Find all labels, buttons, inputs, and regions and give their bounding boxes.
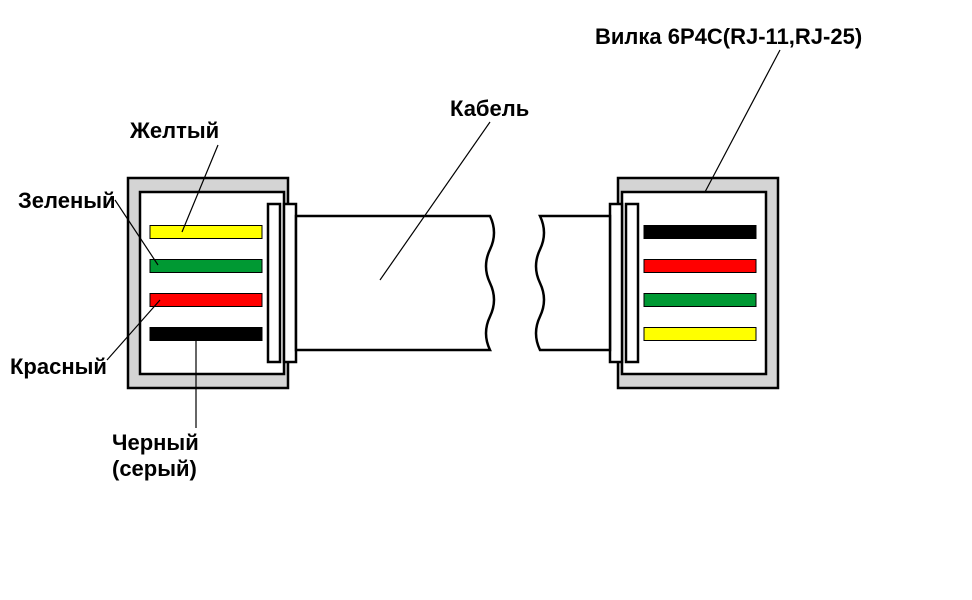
- diagram-svg: [0, 0, 972, 600]
- label-green: Зеленый: [18, 188, 116, 214]
- diagram-canvas: Вилка 6P4C(RJ-11,RJ-25) Кабель Желтый Зе…: [0, 0, 972, 600]
- label-black1: Черный: [112, 430, 199, 456]
- label-plug: Вилка 6P4C(RJ-11,RJ-25): [595, 24, 862, 50]
- label-cable: Кабель: [450, 96, 529, 122]
- label-red: Красный: [10, 354, 107, 380]
- label-black2: (серый): [112, 456, 197, 482]
- label-yellow: Желтый: [130, 118, 219, 144]
